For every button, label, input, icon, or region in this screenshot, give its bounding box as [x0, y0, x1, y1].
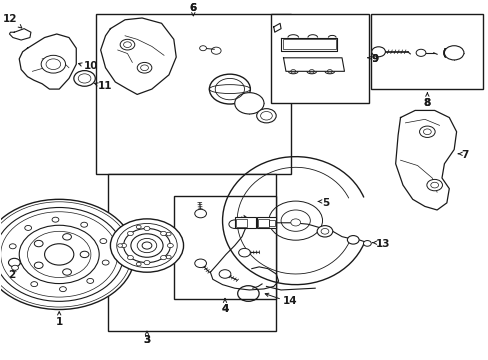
Bar — [108, 175, 276, 331]
Circle shape — [144, 261, 150, 265]
Circle shape — [194, 259, 206, 267]
Circle shape — [144, 226, 150, 231]
Circle shape — [136, 262, 141, 266]
Text: 6: 6 — [189, 3, 197, 13]
Text: 4: 4 — [221, 304, 228, 314]
Circle shape — [19, 225, 99, 284]
Text: 8: 8 — [423, 98, 430, 108]
Circle shape — [317, 226, 332, 237]
Circle shape — [25, 225, 32, 230]
Circle shape — [60, 287, 66, 292]
Text: 13: 13 — [375, 239, 390, 249]
Polygon shape — [281, 37, 336, 51]
Circle shape — [160, 256, 166, 260]
Circle shape — [346, 235, 358, 244]
Text: 9: 9 — [370, 54, 378, 64]
Text: 3: 3 — [143, 335, 150, 345]
Polygon shape — [101, 18, 176, 94]
Circle shape — [219, 270, 230, 278]
Circle shape — [80, 251, 89, 258]
Circle shape — [12, 265, 19, 270]
Text: 6: 6 — [189, 3, 197, 13]
Circle shape — [137, 62, 152, 73]
Circle shape — [118, 244, 122, 247]
Bar — [282, 39, 335, 49]
Bar — [258, 219, 268, 227]
Circle shape — [160, 231, 166, 235]
Text: 11: 11 — [98, 81, 113, 90]
Circle shape — [121, 243, 126, 248]
Circle shape — [9, 244, 16, 249]
Circle shape — [166, 232, 171, 236]
Text: 10: 10 — [83, 61, 98, 71]
Circle shape — [34, 240, 43, 247]
Circle shape — [194, 209, 206, 218]
Circle shape — [371, 47, 385, 57]
Circle shape — [120, 39, 135, 50]
Circle shape — [238, 248, 250, 257]
Circle shape — [87, 278, 94, 283]
Bar — [370, 14, 483, 89]
Circle shape — [31, 282, 38, 287]
Circle shape — [290, 219, 300, 226]
Circle shape — [167, 243, 173, 248]
Polygon shape — [9, 29, 31, 40]
Text: 3: 3 — [143, 335, 150, 345]
Circle shape — [166, 255, 171, 259]
Circle shape — [444, 46, 463, 60]
Text: 12: 12 — [3, 14, 18, 24]
Bar — [96, 14, 290, 175]
Circle shape — [419, 126, 434, 138]
Circle shape — [256, 109, 276, 123]
Circle shape — [234, 93, 264, 114]
Circle shape — [426, 179, 442, 191]
Circle shape — [41, 55, 65, 73]
Circle shape — [415, 49, 425, 57]
Text: 8: 8 — [423, 98, 430, 108]
Circle shape — [209, 74, 250, 104]
Circle shape — [199, 46, 206, 51]
Circle shape — [136, 225, 141, 229]
Circle shape — [8, 258, 20, 267]
Circle shape — [62, 269, 71, 275]
Bar — [268, 220, 274, 226]
Bar — [271, 14, 368, 103]
Circle shape — [127, 256, 133, 260]
Circle shape — [81, 222, 87, 227]
Text: 9: 9 — [370, 54, 378, 64]
Circle shape — [62, 234, 71, 240]
Text: 7: 7 — [461, 150, 468, 160]
Text: 2: 2 — [8, 270, 16, 280]
Circle shape — [100, 239, 106, 244]
Circle shape — [102, 260, 109, 265]
Circle shape — [131, 234, 163, 257]
Circle shape — [363, 240, 370, 246]
Bar — [236, 219, 246, 227]
Circle shape — [110, 219, 183, 272]
Text: 1: 1 — [56, 317, 62, 327]
Text: 4: 4 — [221, 304, 228, 314]
Circle shape — [127, 231, 133, 235]
Circle shape — [52, 217, 59, 222]
Text: 5: 5 — [322, 198, 329, 208]
Circle shape — [228, 220, 240, 229]
Bar — [234, 217, 256, 229]
Circle shape — [44, 244, 74, 265]
Circle shape — [34, 262, 43, 269]
Bar — [256, 217, 276, 229]
Circle shape — [74, 71, 95, 86]
Polygon shape — [283, 58, 344, 71]
Polygon shape — [395, 111, 456, 210]
Polygon shape — [19, 34, 76, 89]
Bar — [173, 196, 276, 299]
Circle shape — [0, 199, 135, 310]
Circle shape — [142, 242, 152, 249]
Text: 14: 14 — [282, 296, 297, 306]
